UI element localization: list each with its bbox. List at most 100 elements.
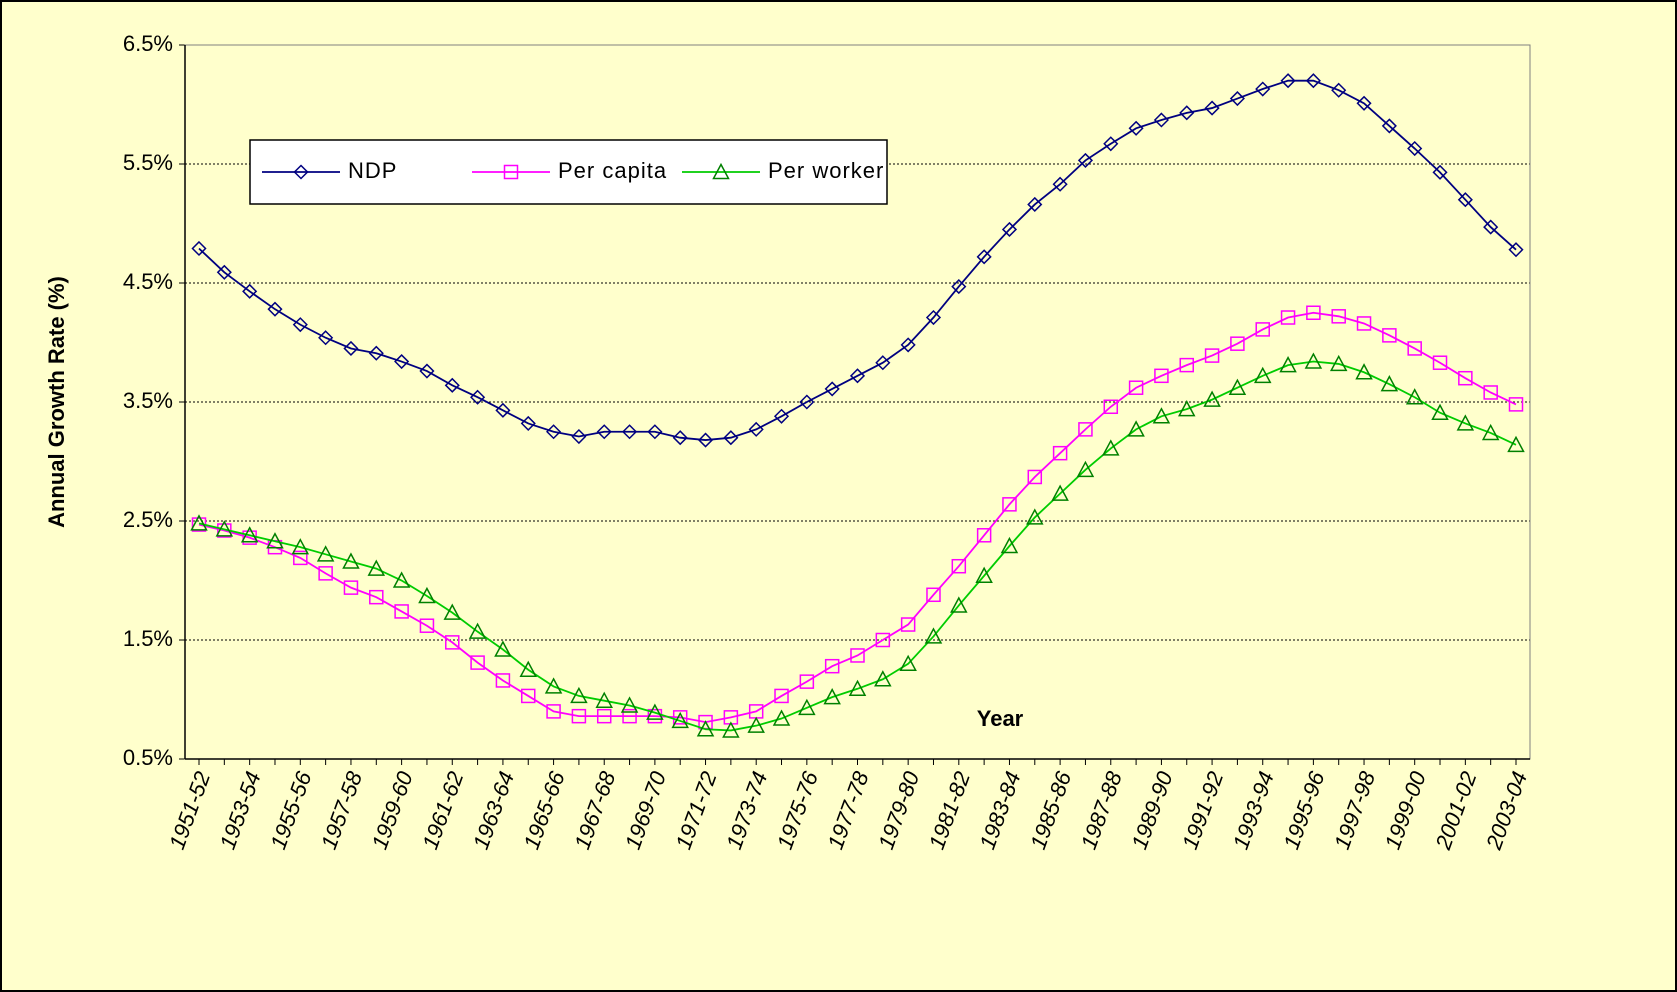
y-tick-label: 0.5%: [123, 745, 173, 770]
data-point: [369, 589, 384, 605]
data-point: [368, 345, 384, 361]
data-point: [1305, 73, 1321, 89]
data-point: [1331, 82, 1347, 98]
data-point: [318, 330, 334, 346]
data-point: [824, 381, 840, 397]
data-point: [1076, 460, 1095, 478]
data-point: [1077, 152, 1094, 168]
data-point: [544, 677, 563, 694]
data-point: [1380, 375, 1399, 392]
data-point: [570, 686, 588, 704]
data-point: [1507, 435, 1525, 453]
data-point: [1154, 368, 1169, 384]
data-point: [772, 709, 791, 726]
data-point: [292, 317, 308, 333]
data-point: [1329, 354, 1348, 372]
legend-box: [249, 139, 888, 205]
data-point: [546, 424, 562, 440]
data-point: [1405, 388, 1424, 405]
legend-marker: [503, 164, 519, 180]
data-point: [672, 710, 688, 725]
data-point: [1432, 164, 1448, 180]
series-line: [198, 79, 1517, 441]
y-axis-title: Annual Growth Rate (%): [44, 276, 69, 528]
data-point: [1458, 370, 1473, 386]
data-point: [976, 528, 992, 543]
data-point: [1304, 352, 1323, 369]
data-point: [1255, 322, 1270, 337]
data-point: [521, 688, 536, 704]
data-point: [394, 353, 410, 370]
data-point: [520, 415, 536, 431]
data-point: [799, 394, 815, 410]
data-point: [1027, 469, 1043, 485]
data-point: [620, 696, 639, 713]
data-point: [1102, 439, 1120, 456]
data-point: [1128, 120, 1144, 136]
data-point: [1382, 328, 1397, 343]
data-point: [216, 264, 232, 280]
data-point: [951, 558, 967, 574]
data-point: [1204, 348, 1220, 363]
data-point: [1078, 422, 1093, 437]
data-point: [445, 635, 460, 650]
data-point: [621, 424, 638, 440]
data-point: [1026, 508, 1044, 525]
data-point: [468, 622, 487, 639]
data-point: [394, 604, 409, 619]
data-point: [316, 545, 335, 562]
data-point: [240, 526, 259, 543]
legend-label: NDP: [348, 158, 397, 183]
data-point: [318, 566, 333, 581]
data-point: [671, 711, 689, 729]
data-point: [1356, 95, 1372, 111]
data-point: [571, 428, 587, 445]
data-point: [1508, 397, 1524, 412]
data-point: [1483, 385, 1498, 400]
data-point: [1153, 112, 1169, 128]
legend-label: Per capita: [558, 158, 667, 183]
data-point: [723, 430, 739, 446]
data-point: [1431, 403, 1449, 420]
data-point: [571, 708, 587, 724]
data-point: [1002, 497, 1017, 512]
data-point: [1508, 242, 1524, 258]
data-point: [1204, 100, 1220, 116]
data-point: [1481, 423, 1500, 441]
data-point: [494, 640, 512, 657]
data-point: [875, 632, 891, 648]
data-point: [1000, 536, 1019, 554]
data-point: [1103, 136, 1119, 152]
data-point: [1280, 310, 1296, 325]
data-point: [773, 408, 790, 424]
data-point: [1355, 363, 1373, 380]
y-tick-label: 5.5%: [123, 150, 173, 175]
data-point: [291, 538, 310, 555]
y-tick-label: 3.5%: [123, 388, 173, 413]
data-point: [849, 368, 866, 384]
y-tick-label: 4.5%: [123, 269, 173, 294]
data-point: [242, 283, 258, 299]
data-point: [950, 596, 968, 613]
data-point: [622, 708, 637, 724]
data-point: [1052, 445, 1068, 461]
data-point: [596, 424, 612, 440]
data-point: [343, 580, 359, 595]
data-point: [900, 617, 916, 632]
data-point: [419, 363, 435, 379]
data-point: [1229, 90, 1245, 107]
data-point: [875, 355, 891, 371]
data-point: [343, 340, 359, 357]
data-point: [925, 309, 942, 326]
data-point: [1228, 378, 1247, 395]
x-axis-title: Year: [977, 706, 1024, 731]
data-point: [874, 670, 892, 687]
data-point: [799, 674, 815, 689]
data-point: [495, 402, 511, 418]
data-point: [850, 648, 865, 663]
series-line: [198, 311, 1517, 724]
data-point: [470, 655, 485, 670]
data-point: [823, 688, 841, 705]
y-tick-label: 1.5%: [123, 626, 173, 651]
